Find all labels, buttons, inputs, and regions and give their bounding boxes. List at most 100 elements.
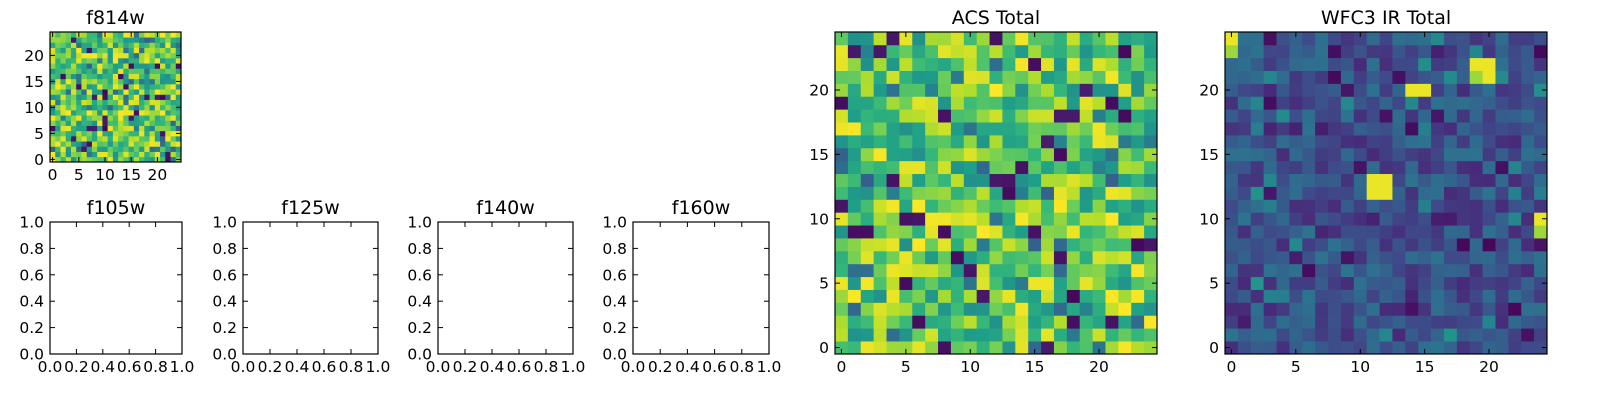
heatmap-cell <box>1250 32 1264 46</box>
heatmap-cell <box>1521 289 1535 303</box>
heatmap-cell <box>1353 70 1368 84</box>
heatmap-cell <box>963 109 978 123</box>
heatmap-cell <box>1353 122 1368 136</box>
heatmap-cell <box>963 57 978 71</box>
heatmap-cell <box>1028 186 1042 200</box>
heatmap-cell <box>1118 32 1132 46</box>
heatmap-cell <box>1105 315 1119 329</box>
heatmap-cell <box>1131 160 1145 175</box>
heatmap-cell <box>1144 160 1158 175</box>
heatmap-cell <box>107 37 114 43</box>
heatmap-cell <box>1302 122 1316 136</box>
heatmap-cell <box>118 63 124 69</box>
heatmap-cell <box>123 37 129 43</box>
heatmap-cell <box>886 289 900 303</box>
heatmap-cell <box>97 37 103 43</box>
heatmap-cell <box>1079 289 1093 303</box>
heatmap-cell <box>55 37 61 43</box>
heatmap-cell <box>1131 70 1145 84</box>
heatmap-cell <box>1066 341 1081 355</box>
y-tick-label: 1.0 <box>602 214 627 232</box>
heatmap-cell <box>1053 328 1068 342</box>
panel-title: ACS Total <box>952 7 1040 29</box>
heatmap-cell <box>1066 44 1081 59</box>
heatmap-cell <box>1079 173 1093 187</box>
heatmap-cell <box>123 125 129 132</box>
panel-title: f160w <box>672 197 731 219</box>
heatmap-cell <box>873 199 887 213</box>
heatmap-cell <box>860 32 874 46</box>
heatmap-cell <box>1276 173 1290 187</box>
heatmap-cell <box>1289 57 1303 71</box>
heatmap-cell <box>1353 212 1368 226</box>
heatmap-cell <box>112 141 119 147</box>
y-tick-label: 0.0 <box>212 346 237 364</box>
heatmap-cell <box>1144 276 1158 290</box>
heatmap-cell <box>149 94 156 100</box>
heatmap-cell <box>1431 212 1445 226</box>
heatmap-cell <box>107 141 114 147</box>
heatmap-cell <box>107 63 114 69</box>
heatmap-cell <box>107 99 114 106</box>
heatmap-cell <box>1105 173 1119 187</box>
y-tick-label: 10 <box>809 210 829 228</box>
heatmap-cell <box>154 141 161 147</box>
heatmap-cell <box>873 122 887 136</box>
heatmap-cell <box>1225 173 1239 187</box>
heatmap-cell <box>1079 186 1093 200</box>
heatmap-cell <box>860 328 874 342</box>
heatmap-cell <box>835 302 849 316</box>
heatmap-cell <box>1315 57 1329 71</box>
heatmap-cell <box>873 289 887 303</box>
heatmap-cell <box>938 341 952 355</box>
heatmap-cell <box>1379 212 1393 226</box>
heatmap-cell <box>102 136 108 142</box>
heatmap-cell <box>1482 70 1496 84</box>
axes-frame <box>1224 31 1548 355</box>
heatmap-cell <box>118 115 124 121</box>
heatmap-cell <box>1534 135 1548 149</box>
heatmap-cell <box>1118 70 1132 84</box>
heatmap-cell <box>175 73 182 80</box>
heatmap-cell <box>1340 250 1355 265</box>
heatmap-cell <box>133 130 140 137</box>
heatmap-cell <box>1105 122 1119 136</box>
heatmap-cell <box>1431 83 1445 97</box>
heatmap-cell <box>1002 238 1016 252</box>
heatmap-cell <box>1340 238 1355 252</box>
heatmap-cell <box>55 146 61 152</box>
heatmap-cell <box>1302 173 1316 187</box>
heatmap-cell <box>165 37 171 43</box>
heatmap-cell <box>1469 109 1483 123</box>
heatmap-cell <box>1379 315 1393 329</box>
heatmap-cell <box>1379 238 1393 252</box>
heatmap-cell <box>154 120 161 126</box>
heatmap-cell <box>86 89 93 95</box>
heatmap-cell <box>1418 186 1432 200</box>
heatmap-cell <box>128 73 135 80</box>
heatmap-cell <box>144 47 150 54</box>
heatmap-cell <box>1015 341 1029 355</box>
heatmap-cell <box>989 341 1003 355</box>
heatmap-cell <box>1366 173 1380 187</box>
heatmap-cell <box>989 302 1003 316</box>
heatmap-cell <box>1015 328 1029 342</box>
heatmap-cell <box>886 212 900 226</box>
heatmap-cell <box>1315 122 1329 136</box>
heatmap-cell <box>1053 96 1068 110</box>
heatmap-cell <box>1392 122 1406 136</box>
heatmap-cell <box>1015 160 1029 175</box>
heatmap-cell <box>1443 32 1458 46</box>
heatmap-cell <box>76 99 82 106</box>
heatmap-cell <box>1431 315 1445 329</box>
heatmap-cell <box>886 199 900 213</box>
heatmap-cell <box>65 151 72 158</box>
heatmap-cell <box>55 125 61 132</box>
heatmap-cell <box>86 99 93 106</box>
heatmap-cell <box>55 115 61 121</box>
heatmap-cell <box>139 63 145 69</box>
heatmap-cell <box>1521 135 1535 149</box>
heatmap-cell <box>1328 160 1342 175</box>
heatmap-cell <box>847 32 862 46</box>
